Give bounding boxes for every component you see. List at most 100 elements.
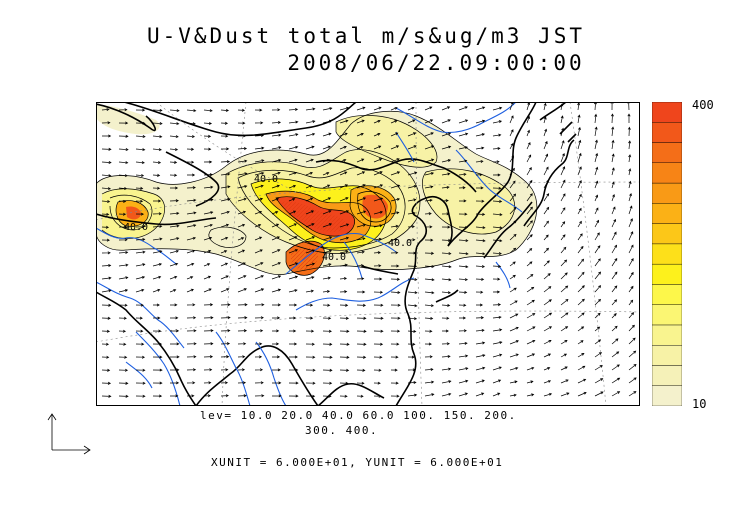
wind-arrow (356, 197, 367, 202)
wind-arrow (458, 159, 468, 163)
wind-arrow (186, 249, 196, 254)
wind-arrow (288, 145, 299, 150)
wind-arrow (543, 326, 553, 332)
wind-arrow (101, 394, 112, 398)
colorbar-swatch (652, 142, 682, 163)
wind-arrow (305, 171, 313, 176)
wind-arrow (153, 199, 162, 203)
wind-arrow (339, 197, 349, 202)
wind-arrow (169, 381, 180, 385)
wind-arrow (543, 116, 547, 124)
wind-arrow (526, 339, 536, 345)
wind-arrow (186, 381, 196, 385)
wind-arrow (101, 238, 110, 242)
wind-arrow (203, 249, 212, 254)
wind-arrow (169, 262, 179, 267)
wind-arrow (271, 262, 281, 267)
contour-label: 40.0 (124, 222, 148, 233)
wind-arrow (407, 238, 416, 242)
wind-arrow (560, 193, 566, 202)
wind-arrow (407, 317, 418, 321)
wind-arrow (424, 316, 434, 320)
wind-arrow (170, 186, 179, 190)
wind-arrow (543, 206, 550, 215)
wind-arrow (322, 342, 333, 346)
wind-arrow (611, 193, 615, 202)
wind-arrow (407, 184, 418, 189)
wind-arrow (577, 391, 587, 397)
wind-arrow (560, 221, 566, 228)
wind-arrow (492, 199, 503, 203)
wind-arrow (339, 342, 350, 346)
wind-arrow (560, 153, 565, 163)
wind-arrow (373, 158, 383, 163)
wind-arrow (271, 249, 281, 254)
wind-arrow (577, 245, 584, 254)
wind-arrow (594, 391, 604, 397)
wind-arrow (441, 380, 452, 384)
wind-arrow (135, 225, 145, 229)
wind-arrow (220, 381, 229, 385)
wind-arrow (458, 146, 469, 150)
wind-arrow (356, 342, 367, 346)
wind-arrow (628, 140, 632, 150)
wind-arrow (322, 145, 331, 150)
wind-arrow (220, 355, 230, 359)
wind-arrow (543, 367, 551, 371)
wind-arrow (237, 368, 246, 372)
wind-arrow (135, 186, 144, 190)
chart-timestamp: 2008/06/22.09:00:00 (287, 51, 585, 75)
wind-arrow (305, 107, 316, 111)
wind-arrow (627, 113, 631, 123)
wind-arrow (271, 342, 280, 346)
wind-arrow (458, 290, 468, 294)
wind-arrow (322, 316, 332, 320)
wind-arrow (543, 339, 552, 345)
wind-arrow (254, 249, 263, 254)
wind-arrow (118, 250, 129, 254)
wind-arrow (220, 198, 231, 202)
wind-arrow (237, 121, 246, 125)
wind-arrow (271, 329, 280, 333)
wind-arrow (203, 134, 212, 138)
wind-arrow (407, 119, 416, 124)
wind-arrow (611, 167, 615, 176)
wind-arrow (288, 184, 297, 189)
wind-arrow (407, 329, 417, 333)
wind-arrow (135, 237, 146, 241)
wind-arrow (271, 394, 282, 398)
wind-arrow (390, 251, 399, 255)
wind-arrow (118, 212, 127, 216)
wind-arrow (220, 223, 230, 228)
wind-arrow (322, 368, 333, 372)
wind-arrow (373, 184, 384, 189)
wind-arrow (118, 394, 129, 398)
wind-arrow (356, 355, 367, 359)
wind-arrow (390, 342, 400, 346)
wind-arrow (441, 225, 451, 229)
wind-arrow (424, 265, 435, 269)
wind-arrow (203, 160, 213, 164)
wind-arrow (577, 378, 587, 384)
wind-arrow (101, 316, 111, 320)
wind-arrow (390, 197, 400, 202)
wind-arrow (390, 277, 401, 281)
wind-arrow (441, 172, 451, 176)
wind-arrow (356, 132, 364, 137)
wind-arrow (339, 223, 350, 228)
wind-arrow (628, 377, 637, 384)
wind-arrow (628, 363, 637, 371)
contour-labels: 40.0 40.0 40.0 40.0 (124, 174, 412, 263)
wind-arrow (254, 184, 264, 189)
wind-arrow (169, 275, 178, 280)
wind-arrow (577, 152, 582, 163)
wind-arrow (254, 171, 265, 176)
colorbar-swatch (652, 324, 682, 346)
wind-arrow (220, 303, 231, 307)
wind-arrow (186, 262, 195, 267)
wind-arrow (526, 366, 535, 371)
wind-arrow (509, 206, 517, 215)
wind-arrow (254, 288, 265, 293)
wind-arrow (322, 236, 333, 241)
wind-arrow (611, 181, 615, 189)
